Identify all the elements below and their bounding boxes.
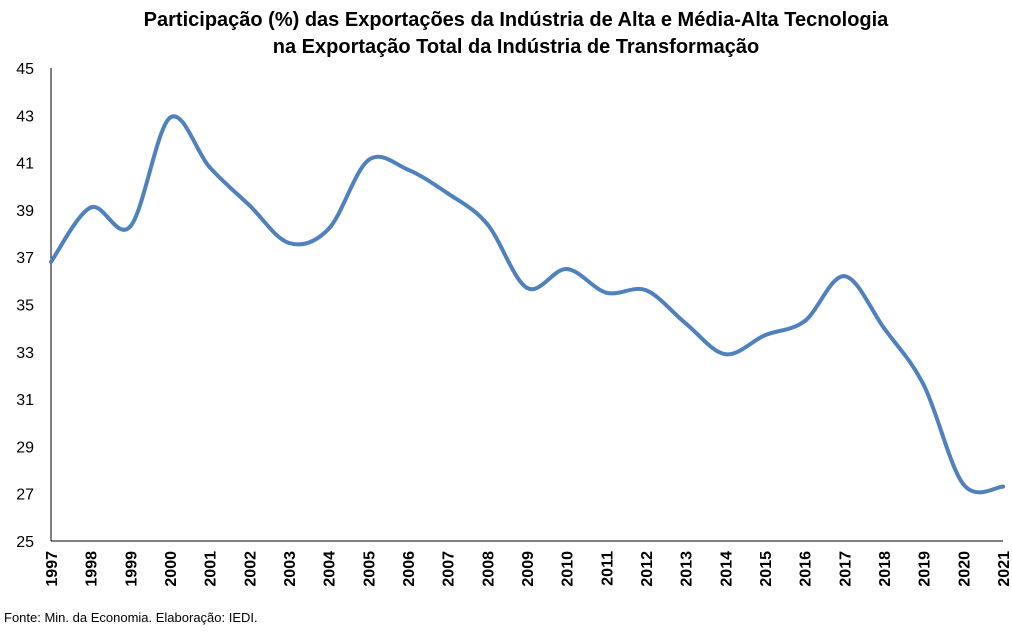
data-point-2011 (604, 290, 609, 295)
y-tick-label: 41 (16, 156, 34, 173)
x-tick-label: 2008 (480, 551, 497, 587)
x-tick-label: 2021 (996, 551, 1012, 587)
data-point-2007 (445, 191, 450, 196)
data-point-2008 (485, 222, 490, 227)
y-tick-label: 39 (16, 203, 34, 220)
x-tick-label: 2005 (361, 551, 378, 587)
x-tick-label: 2007 (441, 551, 458, 587)
chart-title-line-2: na Exportação Total da Indústria de Tran… (272, 36, 760, 58)
x-tick-label: 2010 (560, 551, 577, 587)
x-tick-label: 2018 (877, 551, 894, 587)
data-point-2017 (842, 274, 847, 279)
y-tick-label: 29 (16, 439, 34, 456)
y-tick-label: 31 (16, 392, 34, 409)
series-group (49, 114, 1005, 495)
source-note: Fonte: Min. da Economia. Elaboração: IED… (4, 610, 258, 625)
y-tick-label: 33 (16, 345, 34, 362)
x-tick-label: 2015 (758, 551, 775, 587)
y-tick-label: 37 (16, 250, 34, 267)
data-point-2004 (326, 226, 331, 231)
data-point-2018 (882, 326, 886, 331)
x-tick-label: 2019 (917, 551, 934, 587)
data-point-2001 (207, 165, 212, 170)
data-point-2012 (644, 288, 648, 293)
y-tick-label: 43 (16, 108, 34, 125)
chart-title-line-1: Participação (%) das Exportações da Indú… (143, 9, 889, 31)
data-point-2020 (961, 482, 966, 487)
data-point-2006 (406, 167, 410, 172)
x-tick-label: 2009 (520, 551, 537, 587)
data-point-2015 (763, 333, 767, 338)
y-tick-label: 25 (16, 534, 34, 551)
x-tick-label: 1997 (44, 551, 61, 587)
data-point-1999 (128, 224, 133, 229)
data-point-1997 (49, 259, 53, 264)
x-tick-label: 2003 (282, 551, 299, 587)
data-point-2013 (683, 321, 688, 326)
chart-title: Participação (%) das Exportações da Indú… (0, 7, 1012, 61)
data-point-2002 (247, 203, 252, 208)
x-tick-label: 2012 (639, 551, 656, 587)
data-point-2014 (723, 352, 728, 357)
x-tick-label: 2002 (242, 551, 259, 587)
data-point-2019 (921, 382, 926, 387)
x-tick-label: 2013 (679, 551, 696, 587)
data-point-2016 (802, 319, 807, 324)
y-tick-label: 45 (16, 61, 34, 78)
x-tick-label: 2016 (798, 551, 815, 587)
x-tick-label: 1998 (84, 551, 101, 587)
x-axis: 1997 1998 1999 2000 2001 2002 2003 2004 2005 2006… (44, 540, 1012, 587)
data-point-1998 (88, 205, 93, 210)
data-point-2000 (168, 115, 172, 120)
x-tick-label: 1999 (123, 551, 140, 587)
x-tick-label: 2001 (203, 551, 220, 587)
x-tick-label: 2006 (401, 551, 418, 587)
data-point-2005 (366, 158, 371, 163)
y-tick-label: 35 (16, 298, 34, 315)
y-tick-label: 27 (16, 487, 34, 504)
series-line (49, 114, 1005, 495)
data-point-2010 (564, 267, 569, 271)
x-tick-label: 2004 (322, 551, 339, 587)
data-point-2003 (287, 241, 291, 245)
x-tick-label: 2020 (956, 551, 973, 587)
x-tick-label: 2000 (163, 551, 180, 587)
x-tick-label: 2017 (837, 551, 854, 587)
x-tick-label: 2011 (599, 551, 616, 586)
data-point-2021 (1001, 484, 1005, 489)
x-tick-label: 2014 (718, 551, 735, 587)
data-point-2009 (525, 285, 529, 290)
y-axis: 25 27 29 31 33 35 37 39 41 43 45 (16, 61, 52, 551)
